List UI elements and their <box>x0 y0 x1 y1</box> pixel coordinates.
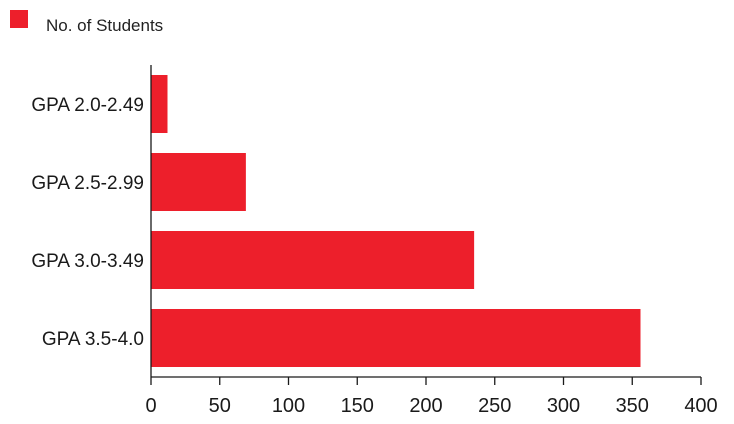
x-tick-label: 350 <box>616 395 649 417</box>
x-tick-label: 300 <box>547 395 580 417</box>
x-tick-label: 200 <box>409 395 442 417</box>
x-tick-label: 100 <box>272 395 305 417</box>
category-label: GPA 2.0-2.49 <box>31 95 144 116</box>
bar <box>151 309 641 367</box>
x-tick-label: 250 <box>478 395 511 417</box>
x-tick-label: 400 <box>684 395 717 417</box>
legend-swatch <box>10 10 28 28</box>
x-tick-label: 150 <box>341 395 374 417</box>
category-label: GPA 3.5-4.0 <box>42 329 144 350</box>
x-tick-label: 50 <box>209 395 231 417</box>
legend: No. of Students <box>10 8 163 35</box>
category-label: GPA 2.5-2.99 <box>31 173 144 194</box>
bar <box>151 153 246 211</box>
bar <box>151 231 475 289</box>
legend-label: No. of Students <box>46 16 164 35</box>
category-label: GPA 3.0-3.49 <box>31 251 144 272</box>
x-tick-label: 0 <box>145 395 156 417</box>
bar <box>151 75 168 133</box>
